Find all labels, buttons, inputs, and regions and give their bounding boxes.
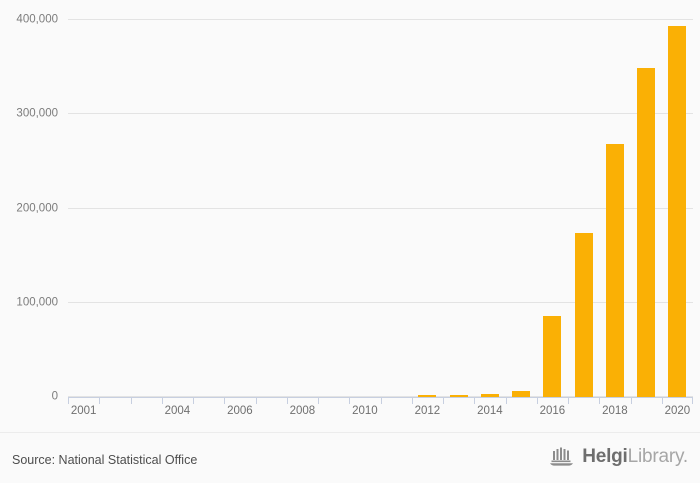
bar-slot <box>506 20 537 397</box>
bar-slot <box>256 20 287 397</box>
logo-name-light: Library. <box>627 445 689 467</box>
y-axis-tick-label: 200,000 <box>16 201 58 214</box>
logo-name-bold: Helgi <box>582 445 628 467</box>
x-axis-tick <box>255 397 257 404</box>
bar-slot <box>162 20 193 397</box>
logo-wordmark: HelgiLibrary. <box>582 447 688 466</box>
x-axis-tick-label: 2012 <box>414 405 441 417</box>
bar-slot <box>287 20 318 397</box>
x-axis-tick <box>224 397 226 404</box>
x-axis-tick <box>380 397 382 404</box>
bar[interactable] <box>543 315 562 397</box>
bar[interactable] <box>574 233 593 397</box>
bar-slot <box>662 20 693 397</box>
bar[interactable] <box>418 395 437 397</box>
bar-slot <box>381 20 412 397</box>
x-axis-tick <box>568 397 569 404</box>
bar[interactable] <box>512 390 531 397</box>
x-axis-tick <box>411 397 413 404</box>
x-axis-tick <box>536 397 538 404</box>
gridline <box>68 301 693 303</box>
x-axis-tick <box>474 397 476 404</box>
bar[interactable] <box>449 395 468 397</box>
x-axis-tick <box>661 397 663 404</box>
source-label: Source: National Statistical Office <box>12 453 198 467</box>
x-axis-tick <box>599 397 601 404</box>
x-axis-tick <box>443 397 444 404</box>
y-axis-tick-label: 100,000 <box>16 296 58 308</box>
bar-slot <box>68 20 99 397</box>
bar-slot <box>443 20 474 397</box>
x-axis-tick <box>349 397 351 404</box>
bar-slot <box>412 20 443 397</box>
bar-slot <box>631 20 662 397</box>
x-axis-tick <box>68 397 69 404</box>
x-axis-tick <box>286 397 288 404</box>
x-axis-tick <box>318 397 319 404</box>
x-axis-tick-label: 2014 <box>477 405 503 417</box>
x-axis-tick <box>692 397 693 404</box>
x-axis-tick <box>193 397 194 404</box>
x-axis-tick-label: 2018 <box>602 405 628 417</box>
bar-slot <box>349 20 380 397</box>
x-axis-tick-label: 2016 <box>539 405 566 417</box>
gridline <box>68 207 693 209</box>
helgi-library-logo[interactable]: HelgiLibrary. <box>549 445 688 467</box>
gridline <box>68 19 693 20</box>
x-axis-tick-label: 2008 <box>289 405 316 417</box>
bar-slot <box>568 20 599 397</box>
x-axis-ticks <box>68 397 693 404</box>
y-axis-tick-label: 0 <box>51 390 58 403</box>
bar-slot <box>599 20 630 397</box>
y-axis-tick-label: 300,000 <box>16 107 58 120</box>
gridline <box>68 396 693 397</box>
bar-slot <box>99 20 130 397</box>
x-axis-tick <box>161 397 163 404</box>
bar[interactable] <box>480 393 499 397</box>
x-axis-tick-label: 2006 <box>227 405 253 417</box>
chart-footer: Source: National Statistical Office Helg… <box>0 432 700 483</box>
x-axis-tick <box>99 397 101 404</box>
bar-slot <box>224 20 255 397</box>
bar-slot <box>193 20 224 397</box>
plot-area <box>68 19 693 397</box>
bar[interactable] <box>637 68 656 397</box>
bar[interactable] <box>668 25 687 397</box>
x-axis-tick-label: 2001 <box>70 405 97 417</box>
bar-slot <box>474 20 505 397</box>
gridline <box>68 113 693 115</box>
x-axis-tick <box>630 397 632 404</box>
bar-slot <box>131 20 162 397</box>
x-axis-tick-label: 2020 <box>664 405 691 417</box>
library-building-icon <box>550 447 574 466</box>
bars-group <box>68 20 693 397</box>
x-axis-tick-label: 2010 <box>352 405 378 417</box>
x-axis-tick-label: 2004 <box>164 405 191 417</box>
x-axis-tick <box>505 397 507 404</box>
y-axis-tick-label: 400,000 <box>16 13 58 26</box>
bar-slot <box>318 20 349 397</box>
bar-slot <box>537 20 568 397</box>
x-axis-tick <box>130 397 132 404</box>
bar[interactable] <box>605 144 624 397</box>
x-axis-labels: 2001 2004 2006 2008 2010 2012 2014 2016 2018 2020 <box>68 404 693 422</box>
